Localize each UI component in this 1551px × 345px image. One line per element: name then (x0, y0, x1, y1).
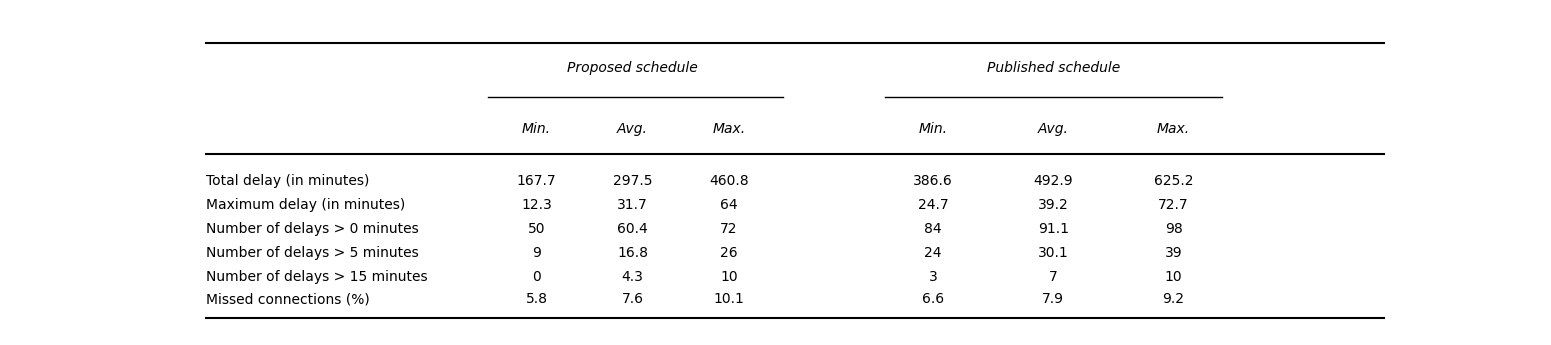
Text: 72.7: 72.7 (1159, 198, 1188, 212)
Text: Min.: Min. (918, 122, 948, 136)
Text: 91.1: 91.1 (1038, 222, 1069, 236)
Text: 9: 9 (532, 246, 541, 259)
Text: 7.9: 7.9 (1042, 292, 1064, 306)
Text: Max.: Max. (1157, 122, 1190, 136)
Text: 84: 84 (924, 222, 941, 236)
Text: 24: 24 (924, 246, 941, 259)
Text: 31.7: 31.7 (617, 198, 648, 212)
Text: 50: 50 (527, 222, 546, 236)
Text: Missed connections (%): Missed connections (%) (206, 292, 369, 306)
Text: 64: 64 (720, 198, 738, 212)
Text: 6.6: 6.6 (921, 292, 945, 306)
Text: 60.4: 60.4 (617, 222, 648, 236)
Text: Maximum delay (in minutes): Maximum delay (in minutes) (206, 198, 405, 212)
Text: 12.3: 12.3 (521, 198, 552, 212)
Text: 7.6: 7.6 (622, 292, 644, 306)
Text: 492.9: 492.9 (1033, 174, 1073, 188)
Text: 7: 7 (1048, 269, 1058, 284)
Text: 3: 3 (929, 269, 937, 284)
Text: 10: 10 (720, 269, 738, 284)
Text: 72: 72 (720, 222, 738, 236)
Text: Avg.: Avg. (617, 122, 648, 136)
Text: 10: 10 (1165, 269, 1182, 284)
Text: Number of delays > 5 minutes: Number of delays > 5 minutes (206, 246, 419, 259)
Text: 9.2: 9.2 (1163, 292, 1185, 306)
Text: 24.7: 24.7 (918, 198, 948, 212)
Text: Number of delays > 15 minutes: Number of delays > 15 minutes (206, 269, 428, 284)
Text: 5.8: 5.8 (526, 292, 548, 306)
Text: Proposed schedule: Proposed schedule (568, 61, 698, 75)
Text: 0: 0 (532, 269, 541, 284)
Text: Total delay (in minutes): Total delay (in minutes) (206, 174, 369, 188)
Text: 30.1: 30.1 (1038, 246, 1069, 259)
Text: 98: 98 (1165, 222, 1182, 236)
Text: Avg.: Avg. (1038, 122, 1069, 136)
Text: 460.8: 460.8 (709, 174, 749, 188)
Text: Number of delays > 0 minutes: Number of delays > 0 minutes (206, 222, 419, 236)
Text: 16.8: 16.8 (617, 246, 648, 259)
Text: Max.: Max. (712, 122, 746, 136)
Text: 10.1: 10.1 (713, 292, 744, 306)
Text: 26: 26 (720, 246, 738, 259)
Text: 4.3: 4.3 (622, 269, 644, 284)
Text: 625.2: 625.2 (1154, 174, 1193, 188)
Text: 39.2: 39.2 (1038, 198, 1069, 212)
Text: Published schedule: Published schedule (986, 61, 1120, 75)
Text: 39: 39 (1165, 246, 1182, 259)
Text: 167.7: 167.7 (516, 174, 557, 188)
Text: 297.5: 297.5 (613, 174, 653, 188)
Text: Min.: Min. (523, 122, 551, 136)
Text: 386.6: 386.6 (914, 174, 952, 188)
